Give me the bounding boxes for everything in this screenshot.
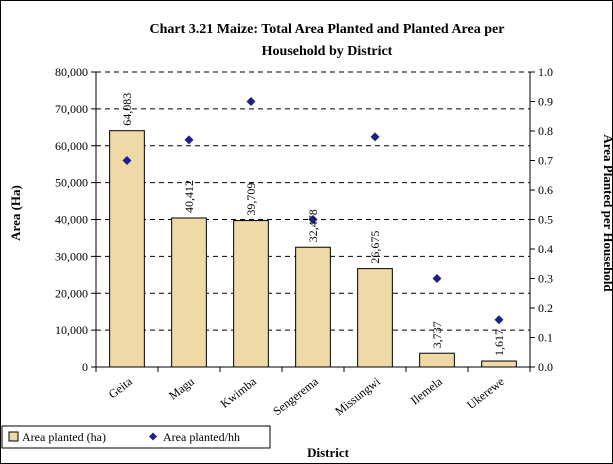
- marker-ilemela: [432, 274, 442, 283]
- data-label-ilemela: 3,737: [430, 321, 444, 348]
- legend-swatch-area-planted: [8, 431, 19, 442]
- y2-tick-label: 0.6: [538, 183, 553, 197]
- y-tick-label: 30,000: [55, 249, 88, 263]
- y2-tick-label: 0.2: [538, 301, 553, 315]
- data-labels: 64,083 40,412 39,709 32,478 26,675 3,737 1,617: [120, 93, 506, 356]
- y-tick-label: 20,000: [55, 286, 88, 300]
- y-tick-label: 0: [82, 360, 88, 374]
- data-label-ukerewe: 1,617: [492, 329, 506, 356]
- data-label-sengerema: 32,478: [306, 209, 320, 242]
- bar-series: [109, 130, 517, 368]
- y2-axis-title: Area Planted per Household: [601, 134, 613, 292]
- y-tick-label: 70,000: [55, 102, 88, 116]
- chart-title-line-2: Household by District: [262, 44, 393, 59]
- bar-magu: [171, 217, 207, 368]
- marker-sengerema: [308, 215, 318, 224]
- y2-tick-label: 0.7: [538, 154, 553, 168]
- bar-ukerewe: [481, 360, 517, 368]
- bar-missungwi: [357, 268, 393, 368]
- bar-kwimba: [233, 220, 269, 368]
- data-label-geita: 64,083: [120, 93, 134, 126]
- legend-frame: [1, 425, 271, 449]
- legend-swatch-area-per-hh: [149, 432, 157, 441]
- marker-missungwi: [370, 132, 380, 142]
- y-tick-label: 40,000: [55, 213, 88, 227]
- x-axis-title: District: [307, 445, 350, 460]
- y-tick-label: 10,000: [55, 323, 88, 337]
- bar-ilemela: [419, 352, 455, 368]
- bar-geita: [109, 130, 145, 368]
- data-label-missungwi: 26,675: [368, 231, 382, 264]
- marker-kwimba: [246, 97, 256, 106]
- y2-tick-label: 1.0: [538, 65, 553, 79]
- y2-tick-label: 0.8: [538, 124, 553, 138]
- marker-geita: [122, 156, 132, 165]
- y2-tick-label: 0.0: [538, 360, 553, 374]
- marker-ukerewe: [494, 315, 504, 325]
- y2-tick-label: 0.5: [538, 213, 553, 227]
- data-label-kwimba: 39,709: [244, 183, 258, 216]
- legend-label-area-planted: Area planted (ha): [22, 430, 106, 444]
- chart-title-line-1: Chart 3.21 Maize: Total Area Planted and…: [150, 22, 505, 37]
- y-tick-label: 80,000: [55, 65, 88, 79]
- y-axis-title: Area (Ha): [8, 185, 23, 241]
- marker-series: [122, 97, 504, 325]
- y2-tick-label: 0.3: [538, 272, 553, 286]
- legend-label-area-per-hh: Area planted/hh: [163, 430, 240, 444]
- legend: Area planted (ha) Area planted/hh: [1, 425, 271, 449]
- bar-sengerema: [295, 246, 331, 368]
- axes: [91, 71, 535, 372]
- y2-tick-label: 0.1: [538, 331, 553, 345]
- y2-tick-label: 0.9: [538, 95, 553, 109]
- marker-magu: [184, 135, 194, 145]
- y-tick-label: 50,000: [55, 176, 88, 190]
- data-label-magu: 40,412: [182, 180, 196, 213]
- y-tick-label: 60,000: [55, 139, 88, 153]
- y2-tick-label: 0.4: [538, 242, 553, 256]
